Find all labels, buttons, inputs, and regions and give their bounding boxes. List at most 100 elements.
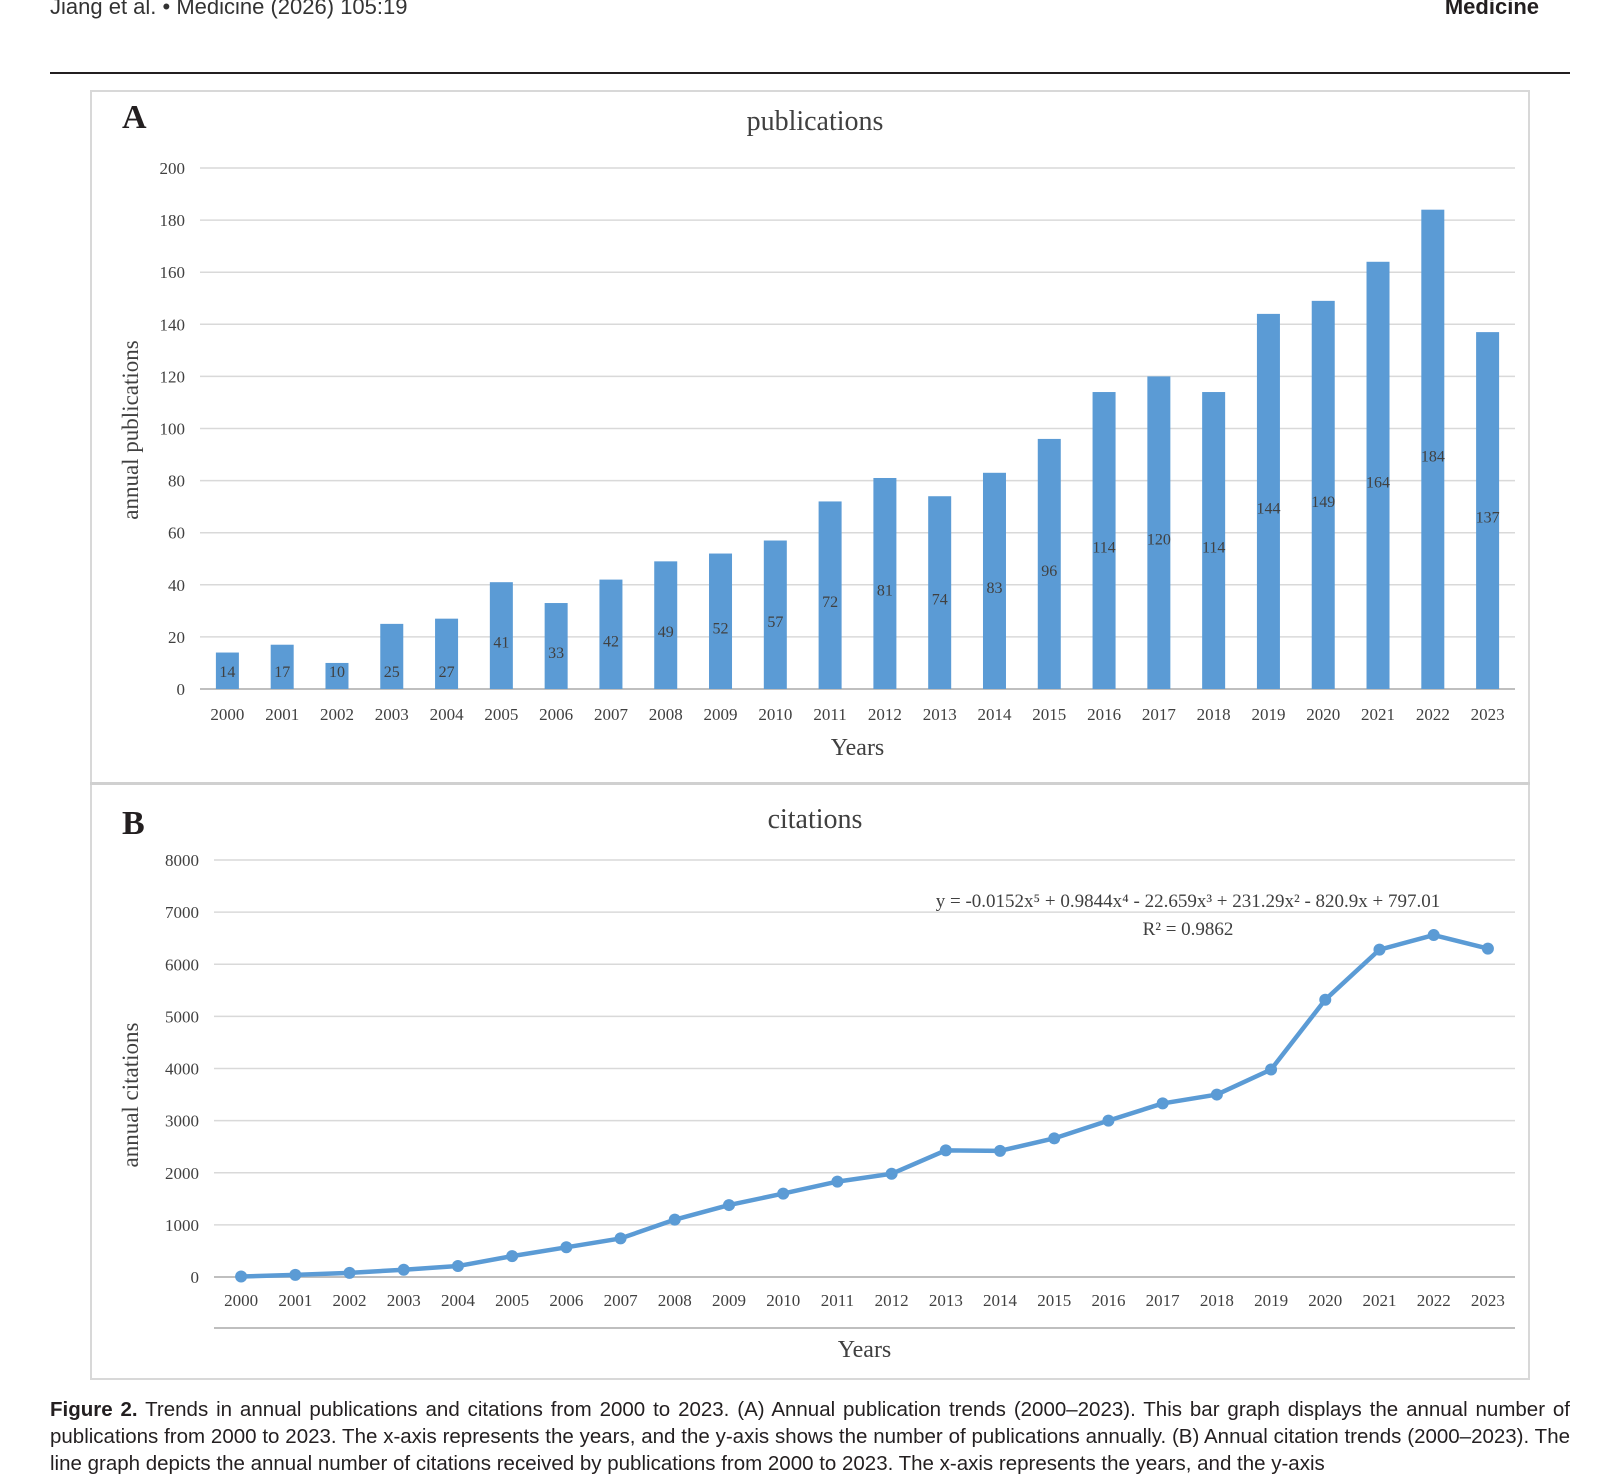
panel-b-x-tick-label: 2021 (1362, 1291, 1396, 1310)
panel-b-data-point (1210, 1088, 1223, 1101)
panel-a-data-label: 114 (1202, 540, 1225, 557)
panel-b-x-tick-label: 2010 (766, 1291, 800, 1310)
panel-a-x-axis-label: Years (831, 735, 885, 761)
panel-a-data-label: 114 (1092, 540, 1115, 557)
caption-label: Figure 2. (50, 1398, 138, 1421)
panel-b-x-tick-label: 2002 (333, 1291, 367, 1310)
panel-b-x-tick-label: 2014 (983, 1291, 1018, 1310)
panel-a-x-tick-label: 2023 (1471, 705, 1505, 724)
panel-b-trendline-equation: y = -0.0152x⁵ + 0.9844x⁴ - 22.659x³ + 23… (936, 891, 1440, 912)
panel-a-x-tick-label: 2006 (539, 705, 573, 724)
panel-b-data-point (668, 1213, 681, 1226)
panel-a-data-label: 74 (932, 592, 948, 609)
panel-a-y-tick-label: 120 (160, 367, 186, 386)
panel-a-data-label: 49 (658, 624, 674, 641)
panel-b-series-line (241, 932, 1489, 1279)
panel-a-bar (1037, 438, 1061, 689)
header-rule (50, 72, 1570, 74)
panel-a-y-tick-label: 80 (168, 472, 185, 491)
panel-b-y-tick-label: 7000 (165, 903, 199, 922)
panel-a-x-tick-label: 2020 (1306, 705, 1340, 724)
panel-b-x-tick-label: 2020 (1308, 1291, 1342, 1310)
panel-a-x-tick-label: 2018 (1197, 705, 1231, 724)
panel-a-x-tick-label: 2009 (704, 705, 738, 724)
panel-a-bar (1366, 261, 1390, 689)
panel-a-x-tick-label: 2008 (649, 705, 683, 724)
panel-b-y-tick-label: 2000 (165, 1164, 199, 1183)
panel-b-data-point (343, 1266, 356, 1279)
panel-b-data-point (506, 1250, 519, 1263)
panel-a-x-tick-label: 2000 (210, 705, 244, 724)
panel-a-data-label: 17 (274, 664, 290, 681)
panel-b-data-point (614, 1232, 627, 1245)
panel-a-x-tick-label: 2014 (977, 705, 1012, 724)
panel-b-y-tick-label: 6000 (165, 955, 199, 974)
panel-a-y-axis-label: annual publications (118, 340, 143, 520)
panel-a-bar (489, 582, 513, 689)
panel-a-x-tick-label: 2021 (1361, 705, 1395, 724)
panel-a-bar (873, 477, 897, 689)
panel-a-data-label: 149 (1311, 494, 1335, 511)
panel-a-x-tick-label: 2012 (868, 705, 902, 724)
panel-b-data-point (289, 1268, 302, 1281)
panel-a-data-label: 27 (439, 664, 455, 681)
panel-b-x-tick-label: 2016 (1091, 1291, 1125, 1310)
panel-a-x-tick-label: 2013 (923, 705, 957, 724)
panel-a-bar (818, 501, 842, 689)
panel-a-y-tick-label: 20 (168, 628, 185, 647)
panel-b-trendline-r2: R² = 0.9862 (1143, 919, 1234, 940)
panel-a-bar (380, 623, 404, 689)
panel-b-x-tick-label: 2011 (821, 1291, 854, 1310)
panel-b-x-tick-label: 2000 (224, 1291, 258, 1310)
panel-b-data-point (451, 1260, 464, 1273)
panel-b-x-tick-label: 2013 (929, 1291, 963, 1310)
panel-a-data-label: 14 (219, 664, 235, 681)
panel-a-y-tick-label: 0 (177, 680, 186, 699)
panel-a-data-label: 33 (548, 645, 564, 662)
panel-b-x-tick-label: 2004 (441, 1291, 476, 1310)
panel-b-data-point (1319, 993, 1332, 1006)
panel-a-data-label: 144 (1256, 500, 1280, 517)
panel-a-x-tick-label: 2019 (1251, 705, 1285, 724)
panel-b-x-tick-label: 2023 (1471, 1291, 1505, 1310)
panel-b-x-tick-label: 2017 (1146, 1291, 1181, 1310)
panel-a-bar (270, 644, 294, 689)
panel-b-letter: B (122, 805, 145, 842)
panel-a-data-label: 164 (1366, 474, 1390, 491)
panel-b-x-tick-label: 2008 (658, 1291, 692, 1310)
panel-b-x-tick-label: 2019 (1254, 1291, 1288, 1310)
panel-b-x-tick-label: 2005 (495, 1291, 529, 1310)
panel-b-x-tick-label: 2003 (387, 1291, 421, 1310)
panel-a-x-tick-label: 2002 (320, 705, 354, 724)
panel-a-data-label: 42 (603, 633, 619, 650)
panel-a-data-label: 83 (986, 580, 1002, 597)
panel-a-data-label: 72 (822, 594, 838, 611)
caption-text: Trends in annual publications and citati… (50, 1398, 1571, 1475)
panel-a-data-label: 41 (493, 635, 509, 652)
panel-b-data-point (777, 1187, 790, 1200)
panel-a-x-tick-label: 2011 (813, 705, 846, 724)
panel-b-y-tick-label: 0 (191, 1268, 200, 1287)
panel-a-data-label: 57 (767, 614, 783, 631)
panel-a-bar (435, 618, 459, 689)
panel-b-x-tick-label: 2009 (712, 1291, 746, 1310)
panel-b-data-point (1265, 1063, 1278, 1076)
panel-a-x-tick-label: 2005 (484, 705, 518, 724)
panel-a-data-label: 25 (384, 664, 400, 681)
panel-b-title: citations (768, 804, 863, 835)
panel-a-data-label: 96 (1041, 563, 1057, 580)
panel-a-data-label: 184 (1421, 448, 1445, 465)
panel-a-bar (1256, 313, 1280, 689)
panel-b-data-point (1373, 943, 1386, 956)
panel-a-bar (325, 662, 349, 689)
panel-a-bar (1476, 332, 1500, 689)
panel-a-x-tick-label: 2022 (1416, 705, 1450, 724)
panel-b-data-point (1156, 1097, 1169, 1110)
panel-a-title: publications (747, 106, 884, 137)
panel-b-data-point (1427, 929, 1440, 942)
panel-a-bar (982, 472, 1006, 689)
panel-b-data-point (994, 1144, 1007, 1157)
panel-b-data-point (560, 1241, 573, 1254)
panel-b-data-point (1102, 1114, 1115, 1127)
